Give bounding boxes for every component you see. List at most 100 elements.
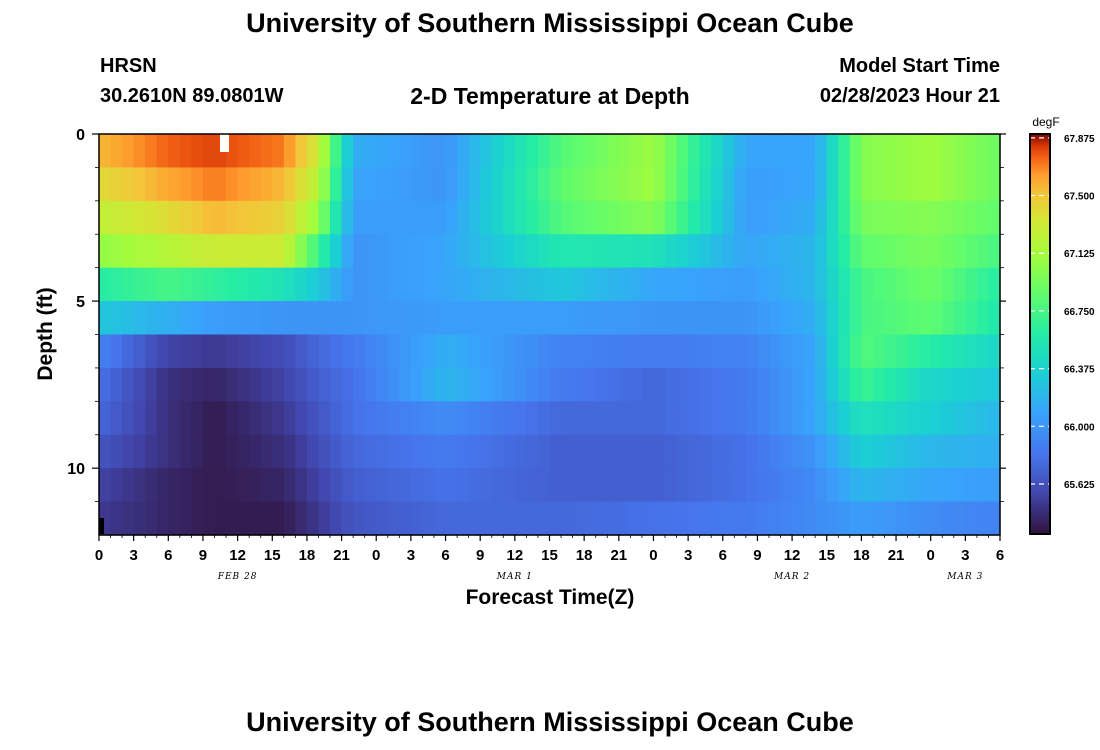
heatmap-cell (468, 468, 481, 503)
heatmap-cell (237, 167, 250, 202)
heatmap-cell (353, 367, 366, 402)
x-tick-label: 18 (576, 547, 593, 564)
heatmap-cell (722, 401, 735, 436)
heatmap-cell (145, 200, 158, 235)
heatmap-cell (399, 434, 412, 469)
heatmap-cell (145, 167, 158, 202)
heatmap-cell (410, 434, 424, 469)
heatmap-cell (341, 200, 354, 235)
heatmap-cell (884, 367, 897, 402)
heatmap-cell (249, 301, 262, 336)
heatmap-cell (688, 234, 701, 269)
heatmap-cell (907, 234, 920, 269)
heatmap-cell (410, 301, 424, 336)
heatmap-cell (433, 234, 447, 269)
heatmap-cell (745, 267, 759, 302)
heatmap-cell (688, 200, 701, 235)
heatmap-cell (630, 367, 643, 402)
heatmap-cell (618, 234, 631, 269)
heatmap-cell (549, 367, 562, 402)
heatmap-cell (376, 134, 389, 169)
heatmap-cell (191, 267, 204, 302)
heatmap-cell (353, 267, 366, 302)
heatmap-cell (942, 401, 955, 436)
heatmap-cell (757, 200, 770, 235)
heatmap-cell (179, 434, 193, 469)
heatmap-cell (907, 167, 920, 202)
heatmap-cell (306, 234, 320, 269)
model-start-value: 02/28/2023 Hour 21 (819, 85, 1000, 107)
heatmap-cell (549, 167, 562, 202)
heatmap-cell (838, 334, 851, 369)
heatmap-cell (457, 434, 470, 469)
heatmap-cell (896, 434, 909, 469)
heatmap-cell (919, 267, 932, 302)
heatmap-cell (872, 401, 886, 436)
heatmap-cell (872, 301, 886, 336)
heatmap-cell (780, 501, 793, 536)
heatmap-cell (757, 334, 770, 369)
heatmap-cell (133, 334, 146, 369)
heatmap-cell (572, 167, 585, 202)
heatmap-cell (433, 434, 447, 469)
heatmap-cell (757, 167, 770, 202)
heatmap-cell (988, 401, 1001, 436)
heatmap-cell (353, 200, 366, 235)
heatmap-cell (595, 334, 608, 369)
colorbar-unit: degF (1032, 115, 1059, 129)
heatmap-cell (734, 267, 747, 302)
heatmap-cell (364, 434, 377, 469)
heatmap-cell (156, 334, 169, 369)
heatmap-cell (295, 501, 308, 536)
heatmap-cell (722, 200, 735, 235)
heatmap-cell (468, 434, 481, 469)
x-tick-label: 9 (753, 547, 761, 564)
heatmap-cell (665, 501, 678, 536)
heatmap-cell (318, 134, 331, 169)
heatmap-cell (110, 200, 123, 235)
heatmap-cell (849, 468, 862, 503)
heatmap-cell (965, 134, 978, 169)
heatmap-cell (226, 367, 239, 402)
heatmap-cell (919, 334, 932, 369)
heatmap-cell (526, 468, 539, 503)
heatmap-cell (665, 134, 678, 169)
heatmap-cell (422, 234, 435, 269)
y-axis: 0 5 10 (67, 127, 1006, 478)
heatmap-cell (122, 468, 135, 503)
heatmap-cell (607, 468, 620, 503)
heatmap-cell (734, 167, 747, 202)
x-tick-label: 0 (649, 547, 657, 564)
heatmap-cell (226, 468, 239, 503)
y-tick-label: 0 (76, 127, 85, 144)
heatmap-cell (260, 468, 273, 503)
heatmap-cell (584, 134, 597, 169)
heatmap-cell (503, 267, 516, 302)
heatmap-cell (722, 468, 735, 503)
heatmap-cell (364, 200, 377, 235)
heatmap-cell (537, 434, 551, 469)
heatmap-cell (99, 401, 112, 436)
heatmap-cell (826, 234, 839, 269)
heatmap-cell (214, 367, 227, 402)
heatmap-cell (399, 267, 412, 302)
heatmap-cell (792, 200, 805, 235)
heatmap-cell (549, 334, 562, 369)
x-axis: 0 3 6 9 12 15 18 21 0 3 6 9 12 15 18 21 0 3 6 9 12 15 18 21 0 3 6 (95, 535, 1004, 564)
heatmap-cell (607, 301, 620, 336)
heatmap-cell (491, 134, 504, 169)
heatmap-cell (260, 367, 273, 402)
heatmap-cell (480, 468, 493, 503)
heatmap-cell (364, 401, 377, 436)
heatmap-cell (445, 434, 458, 469)
heatmap-cell (792, 267, 805, 302)
heatmap-cell (433, 367, 447, 402)
x-tick-label: 12 (507, 547, 524, 564)
heatmap-cell (353, 234, 366, 269)
heatmap-cell (896, 468, 909, 503)
heatmap-cell (491, 434, 504, 469)
heatmap-cell (156, 468, 169, 503)
heatmap-cell (826, 501, 839, 536)
heatmap-cell (988, 200, 1001, 235)
heatmap-cell (803, 434, 816, 469)
